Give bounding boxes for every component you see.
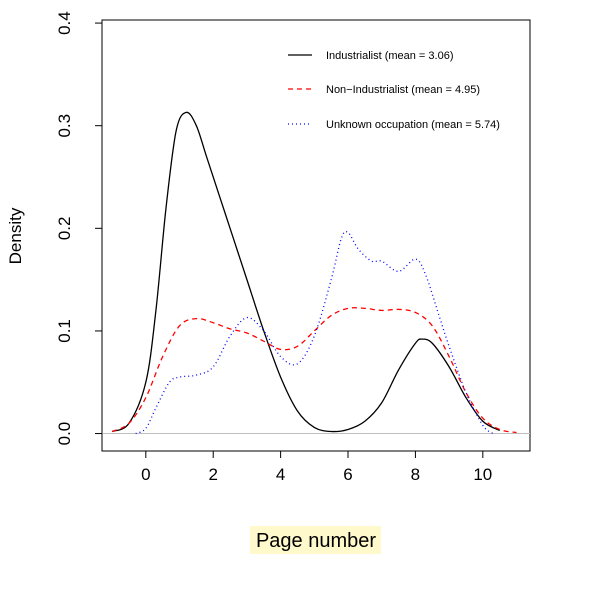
legend: Industrialist (mean = 3.06) Non−Industri… — [288, 50, 500, 131]
series-line-industrialist — [111, 111, 500, 433]
series-layer — [111, 111, 517, 435]
y-tick-label: 0.0 — [55, 422, 74, 446]
y-tick-label: 0.2 — [55, 216, 74, 240]
x-tick-label: 10 — [473, 465, 492, 484]
x-tick-label: 8 — [411, 465, 420, 484]
legend-label-unknown: Unknown occupation (mean = 5.74) — [326, 119, 500, 131]
x-tick-label: 6 — [343, 465, 352, 484]
y-tick-label: 0.3 — [55, 114, 74, 138]
x-tick-label: 2 — [208, 465, 217, 484]
x-tick-label: 0 — [141, 465, 150, 484]
y-axis-label: Density — [6, 207, 25, 264]
y-axis: 0.0 0.1 0.2 0.3 0.4 — [55, 11, 103, 446]
legend-label-industrialist: Industrialist (mean = 3.06) — [326, 50, 453, 62]
y-tick-label: 0.1 — [55, 319, 74, 343]
x-axis: 0 2 4 6 8 10 — [141, 450, 492, 484]
series-line-unknown — [135, 230, 494, 435]
x-axis-label-highlight — [250, 526, 381, 554]
legend-label-non-industrialist: Non−Industrialist (mean = 4.95) — [326, 84, 480, 96]
series-line-non-industrialist — [111, 307, 517, 434]
x-tick-label: 4 — [276, 465, 285, 484]
y-tick-label: 0.4 — [55, 11, 74, 35]
x-axis-label: Page number — [256, 530, 376, 552]
